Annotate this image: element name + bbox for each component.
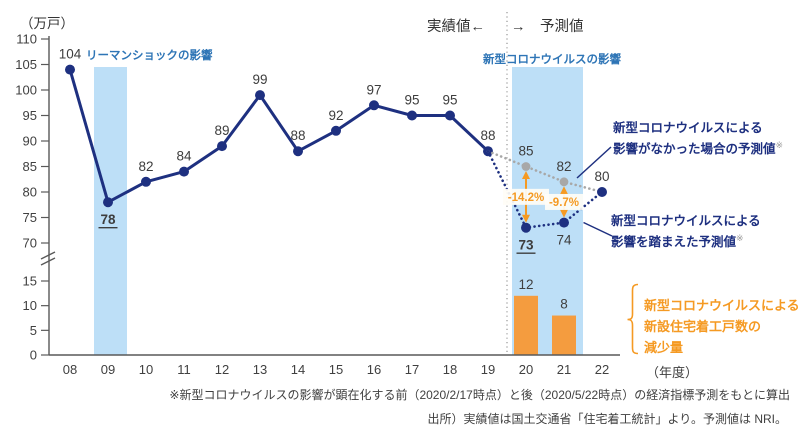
annotation-line: 新型コロナウイルスによる [611,214,761,228]
annotation-line: 影響を踏まえた予測値※ [611,233,744,250]
svg-text:17: 17 [405,362,419,377]
pct-change-annotations: -14.2% -9.7% [503,171,583,223]
svg-text:100: 100 [15,83,37,98]
forecast-values-header-label: → 予測値 [511,19,584,35]
lehman-shock-band-label: リーマンショックの影響 [86,50,213,62]
svg-text:5: 5 [30,323,37,338]
no-covid-forecast-annotation: 新型コロナウイルスによる 影響がなかった場合の予測値※ [613,120,783,158]
svg-text:8: 8 [560,297,568,312]
svg-text:88: 88 [480,128,495,143]
svg-text:70: 70 [23,236,37,251]
svg-text:88: 88 [290,128,305,143]
annotation-line: 新型コロナウイルスによる [644,298,800,313]
svg-text:92: 92 [328,108,343,123]
svg-text:20: 20 [519,362,533,377]
annotation-line: 減少量 [644,340,684,355]
svg-text:10: 10 [23,298,37,313]
svg-text:08: 08 [63,362,77,377]
actual-values-header-label: 実績値← [427,19,485,35]
svg-text:80: 80 [594,169,609,184]
footnote-source: 出所）実績値は国土交通省「住宅着工統計」より。予測値は NRI。 [427,412,787,426]
decrease-bars: 12 8 [514,277,576,355]
series-forecast_no_covid: 85 82 [486,144,604,194]
svg-text:85: 85 [518,144,533,159]
annotation-line: 新設住宅着工戸数の [644,319,762,334]
svg-text:95: 95 [23,108,37,123]
svg-text:-14.2%: -14.2% [508,192,544,204]
footnote-calculation: ※新型コロナウイルスの影響が顕在化する前（2020/2/17時点）と後（2020… [169,388,790,402]
svg-text:73: 73 [518,238,534,253]
svg-text:95: 95 [404,93,419,108]
svg-text:11: 11 [177,362,191,377]
svg-text:90: 90 [23,134,37,149]
svg-text:14: 14 [291,362,305,377]
annotation-line: 影響がなかった場合の予測値※ [613,140,784,157]
footnote-marker: ※ [736,233,744,243]
series-actual: 104 78 82 84 89 99 88 92 97 95 95 88 [59,47,496,229]
svg-text:82: 82 [138,159,153,174]
svg-text:78: 78 [100,212,116,227]
svg-text:15: 15 [23,274,37,289]
svg-text:12: 12 [215,362,229,377]
svg-text:110: 110 [16,32,37,47]
svg-text:95: 95 [442,93,457,108]
svg-text:21: 21 [557,362,571,377]
svg-text:12: 12 [518,277,533,292]
svg-text:75: 75 [23,210,37,225]
annotation-callout-lines [576,146,613,237]
svg-text:19: 19 [481,362,495,377]
svg-text:22: 22 [595,362,609,377]
svg-text:0: 0 [30,348,37,363]
svg-text:74: 74 [556,233,572,248]
y-axis-unit-label: （万戸） [20,16,74,31]
svg-text:09: 09 [101,362,115,377]
svg-text:10: 10 [139,362,153,377]
svg-text:82: 82 [556,159,571,174]
svg-text:16: 16 [367,362,381,377]
footnote-marker: ※ [775,140,784,150]
svg-text:99: 99 [252,72,267,87]
svg-text:105: 105 [15,57,37,72]
svg-text:80: 80 [23,185,37,200]
covid-impact-band-label: 新型コロナウイルスの影響 [483,54,621,66]
svg-text:84: 84 [176,149,192,164]
svg-text:89: 89 [214,123,229,138]
svg-text:13: 13 [253,362,267,377]
decrease-amount-annotation: 新型コロナウイルスによる 新設住宅着工戸数の 減少量 [644,295,800,358]
annotation-line: 新型コロナウイルスによる [613,121,763,135]
svg-text:15: 15 [329,362,343,377]
svg-text:18: 18 [443,362,457,377]
x-axis-unit-label: （年度） [646,365,699,380]
svg-text:97: 97 [366,82,381,97]
covid-forecast-annotation: 新型コロナウイルスによる 影響を踏まえた予測値※ [611,213,761,251]
svg-text:-9.7%: -9.7% [549,197,579,209]
decrease-brace [627,283,639,355]
svg-text:104: 104 [59,47,82,62]
svg-text:85: 85 [23,159,37,174]
